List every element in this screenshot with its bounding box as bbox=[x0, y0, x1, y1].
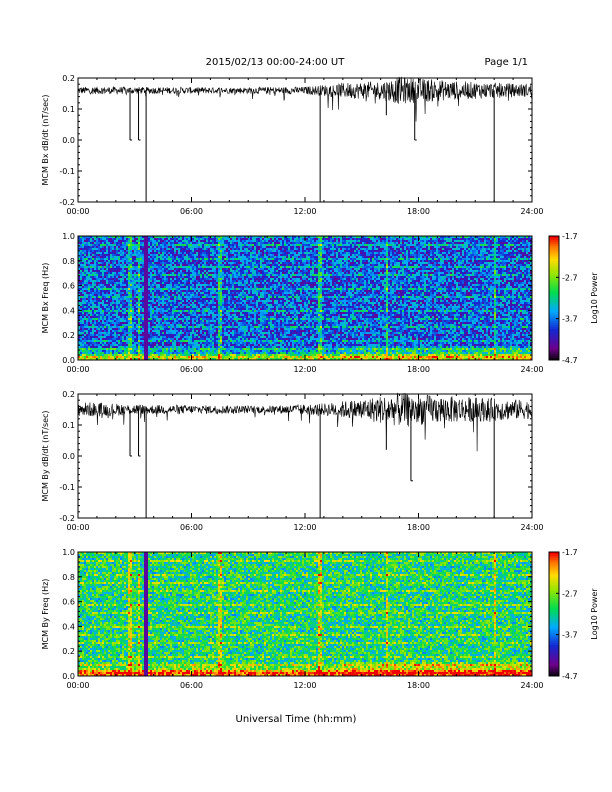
x-tick-label: 18:00 bbox=[407, 207, 430, 216]
page-number: Page 1/1 bbox=[485, 57, 528, 68]
y-axis-title: MCM Bx dB/dt (nT/sec) bbox=[41, 94, 50, 185]
x-tick-label: 06:00 bbox=[180, 207, 203, 216]
x-tick-label: 12:00 bbox=[293, 207, 316, 216]
bx-spectrogram-panel: 1.00.80.60.40.20.000:00 06:00 12:00 18:00 24… bbox=[41, 232, 599, 374]
y-tick-label: 0.1 bbox=[62, 105, 75, 114]
y-tick-label: -0.2 bbox=[59, 198, 75, 207]
y-tick-label: 0.2 bbox=[62, 74, 75, 83]
plot-date-title: 2015/02/13 00:00-24:00 UT bbox=[206, 57, 346, 68]
x-tick-label: 00:00 bbox=[66, 207, 89, 216]
bx-dbdt-panel: 0.2 0.1 0.0 -0.1 -0.200:00 06:00 12:00 18:00 24:… bbox=[41, 74, 544, 216]
y-tick-label: 0.0 bbox=[62, 136, 75, 145]
x-tick-label: 24:00 bbox=[520, 207, 543, 216]
y-tick-label: -0.1 bbox=[59, 167, 75, 176]
